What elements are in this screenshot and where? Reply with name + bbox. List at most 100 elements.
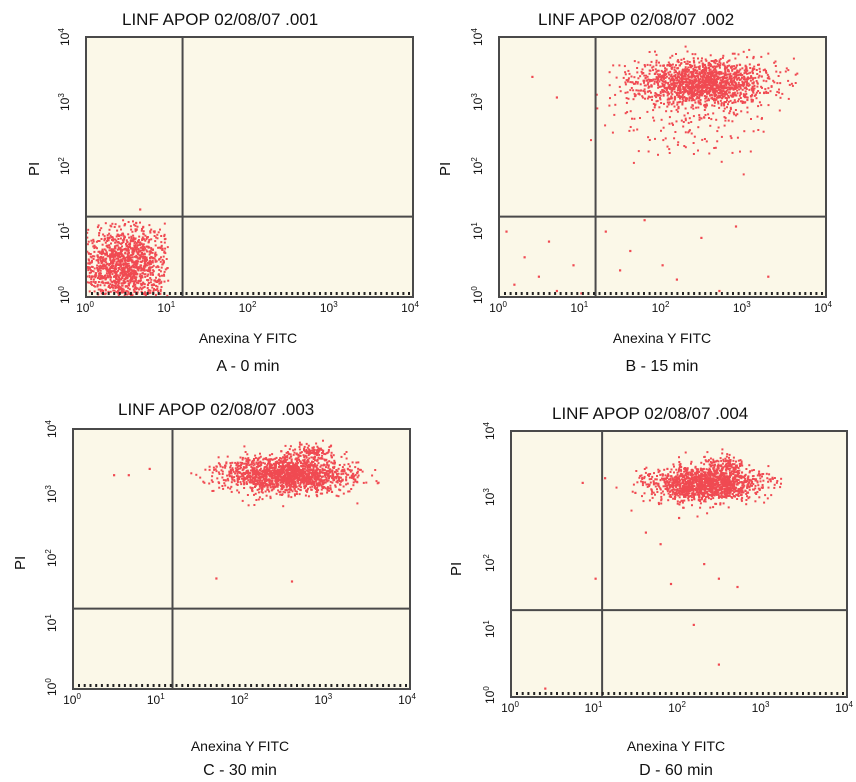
event-dot [141,236,144,239]
event-dot [322,450,324,453]
event-dot [637,77,640,80]
event-dot [117,247,120,250]
event-dot [734,75,737,78]
event-dot [297,465,300,468]
event-dot [702,65,704,68]
event-dot [117,246,120,249]
event-dot [161,263,164,266]
event-dot [701,78,704,81]
event-dot [100,253,103,256]
event-dot [710,82,713,85]
event-dot [97,281,100,283]
event-dot [249,478,252,481]
event-dot [713,65,716,68]
event-dot [775,70,778,73]
event-dot [724,117,727,119]
event-dot [288,482,291,485]
event-dot [260,490,263,493]
event-dot [672,497,675,500]
event-dot [231,478,234,481]
event-dot [676,89,679,92]
event-dot [647,78,650,81]
event-dot [89,261,92,264]
event-dot [711,88,714,91]
event-dot [667,103,670,106]
event-dot [693,99,696,102]
event-dot [153,231,156,234]
event-dot [345,473,348,476]
event-dot [689,71,692,74]
event-dot [684,119,687,122]
event-dot [131,248,134,251]
event-dot [345,476,348,479]
event-dot [252,469,255,471]
event-dot [117,292,120,295]
event-dot [212,466,215,469]
event-dot [338,488,341,491]
event-dot [247,479,250,482]
event-dot [636,67,639,69]
event-dot [701,93,704,96]
event-dot [298,476,301,479]
event-dot [671,75,674,78]
event-dot [274,480,277,483]
event-dot [140,266,143,269]
event-dot [698,118,701,121]
event-dot [643,81,645,84]
scatter-plot [500,38,825,296]
event-dot [132,240,135,243]
event-dot [149,271,152,274]
event-dot [158,275,161,278]
event-dot [260,470,263,473]
event-dot [717,85,720,88]
event-dot [252,483,255,485]
event-dot [278,491,281,493]
event-dot [687,121,690,124]
event-dot [348,469,351,472]
event-dot [678,92,681,94]
event-dot [624,73,627,76]
event-dot [272,469,275,472]
event-dot [787,69,790,72]
event-dot [161,258,164,261]
event-dot [361,470,364,473]
event-dot [239,481,242,484]
event-dot [742,78,745,81]
event-dot [687,85,690,88]
event-dot [650,60,653,63]
event-dot [316,474,319,477]
event-dot [688,82,691,85]
event-dot [646,75,649,78]
event-dot [713,101,716,104]
event-dot [356,481,359,484]
event-dot [140,269,143,272]
event-dot [323,486,326,489]
panel-caption: C - 30 min [203,762,277,779]
event-dot [341,478,344,481]
event-dot [304,486,307,489]
event-dot [276,468,279,471]
event-dot [87,228,90,231]
event-dot [695,70,698,73]
event-dot [266,486,269,488]
event-dot [768,478,771,481]
event-dot [218,473,221,475]
event-dot [296,474,299,477]
event-dot [149,281,152,284]
event-dot [648,72,651,75]
x-tick-label: 104 [398,692,416,707]
event-dot [115,275,118,278]
event-dot [659,94,662,97]
event-dot [299,443,302,446]
event-dot [738,472,741,475]
event-dot [684,68,687,71]
event-dot [292,466,295,469]
event-dot [155,260,158,263]
event-dot [109,259,112,261]
event-dot [211,490,214,492]
event-dot [234,467,237,470]
event-dot [707,77,710,80]
event-dot [658,86,661,88]
event-dot [327,479,330,482]
event-dot [254,478,257,481]
